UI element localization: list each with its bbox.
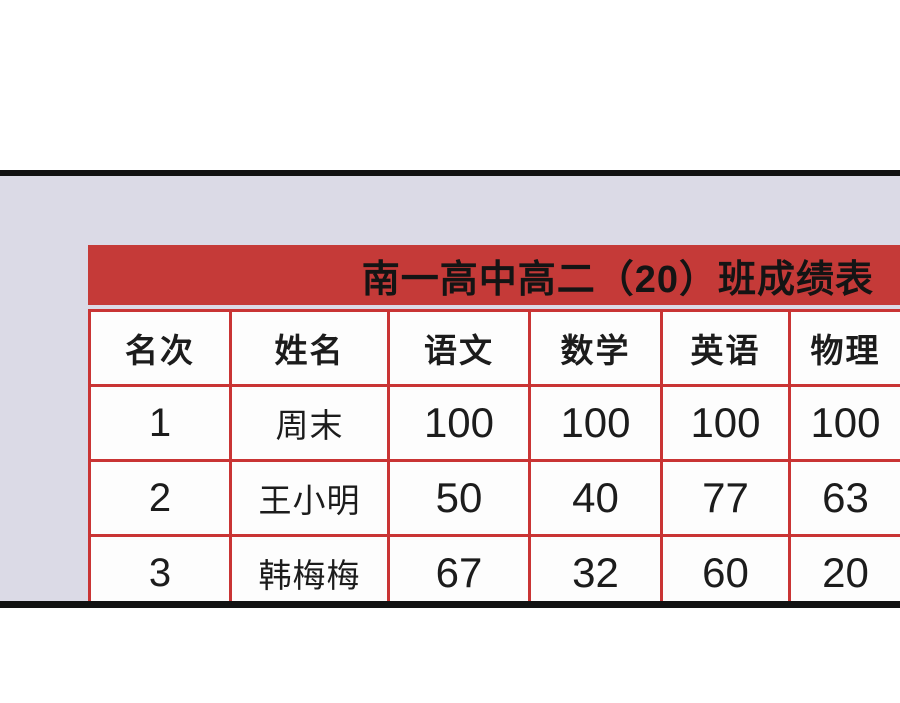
cell-english: 60 (660, 534, 791, 601)
cell-math: 100 (528, 384, 663, 462)
score-table: 名次 姓名 语文 数学 英语 物理 1 周末 100 100 100 100 (88, 309, 900, 601)
table-row: 1 周末 100 100 100 100 (88, 384, 900, 462)
table-title-bar: 南一高中高二（20）班成绩表 (88, 245, 900, 305)
cell-chinese: 100 (387, 384, 531, 462)
cell-physics: 63 (788, 459, 900, 537)
column-header-physics: 物理 (788, 309, 900, 387)
cell-name: 韩梅梅 (229, 534, 390, 601)
score-table-area: 南一高中高二（20）班成绩表 名次 姓名 语文 数学 英语 物理 (88, 245, 900, 601)
table-row: 3 韩梅梅 67 32 60 20 (88, 534, 900, 601)
table-title: 南一高中高二（20）班成绩表 (361, 258, 874, 301)
cell-math: 40 (528, 459, 663, 537)
column-header-english: 英语 (660, 309, 791, 387)
cell-rank: 2 (88, 459, 232, 537)
column-header-math: 数学 (528, 309, 663, 387)
cell-english: 100 (660, 384, 791, 462)
column-header-chinese: 语文 (387, 309, 531, 387)
cell-name: 王小明 (229, 459, 390, 537)
cell-chinese: 50 (387, 459, 531, 537)
cell-name: 周末 (229, 384, 390, 462)
header-row: 名次 姓名 语文 数学 英语 物理 (88, 309, 900, 387)
cell-chinese: 67 (387, 534, 531, 601)
cell-rank: 3 (88, 534, 232, 601)
cell-english: 77 (660, 459, 791, 537)
table-row: 2 王小明 50 40 77 63 (88, 459, 900, 537)
cell-math: 32 (528, 534, 663, 601)
column-header-rank: 名次 (88, 309, 232, 387)
cell-physics: 20 (788, 534, 900, 601)
cell-physics: 100 (788, 384, 900, 462)
cell-rank: 1 (88, 384, 232, 462)
comic-panel: 南一高中高二（20）班成绩表 名次 姓名 语文 数学 英语 物理 (0, 170, 900, 608)
column-header-name: 姓名 (229, 309, 390, 387)
